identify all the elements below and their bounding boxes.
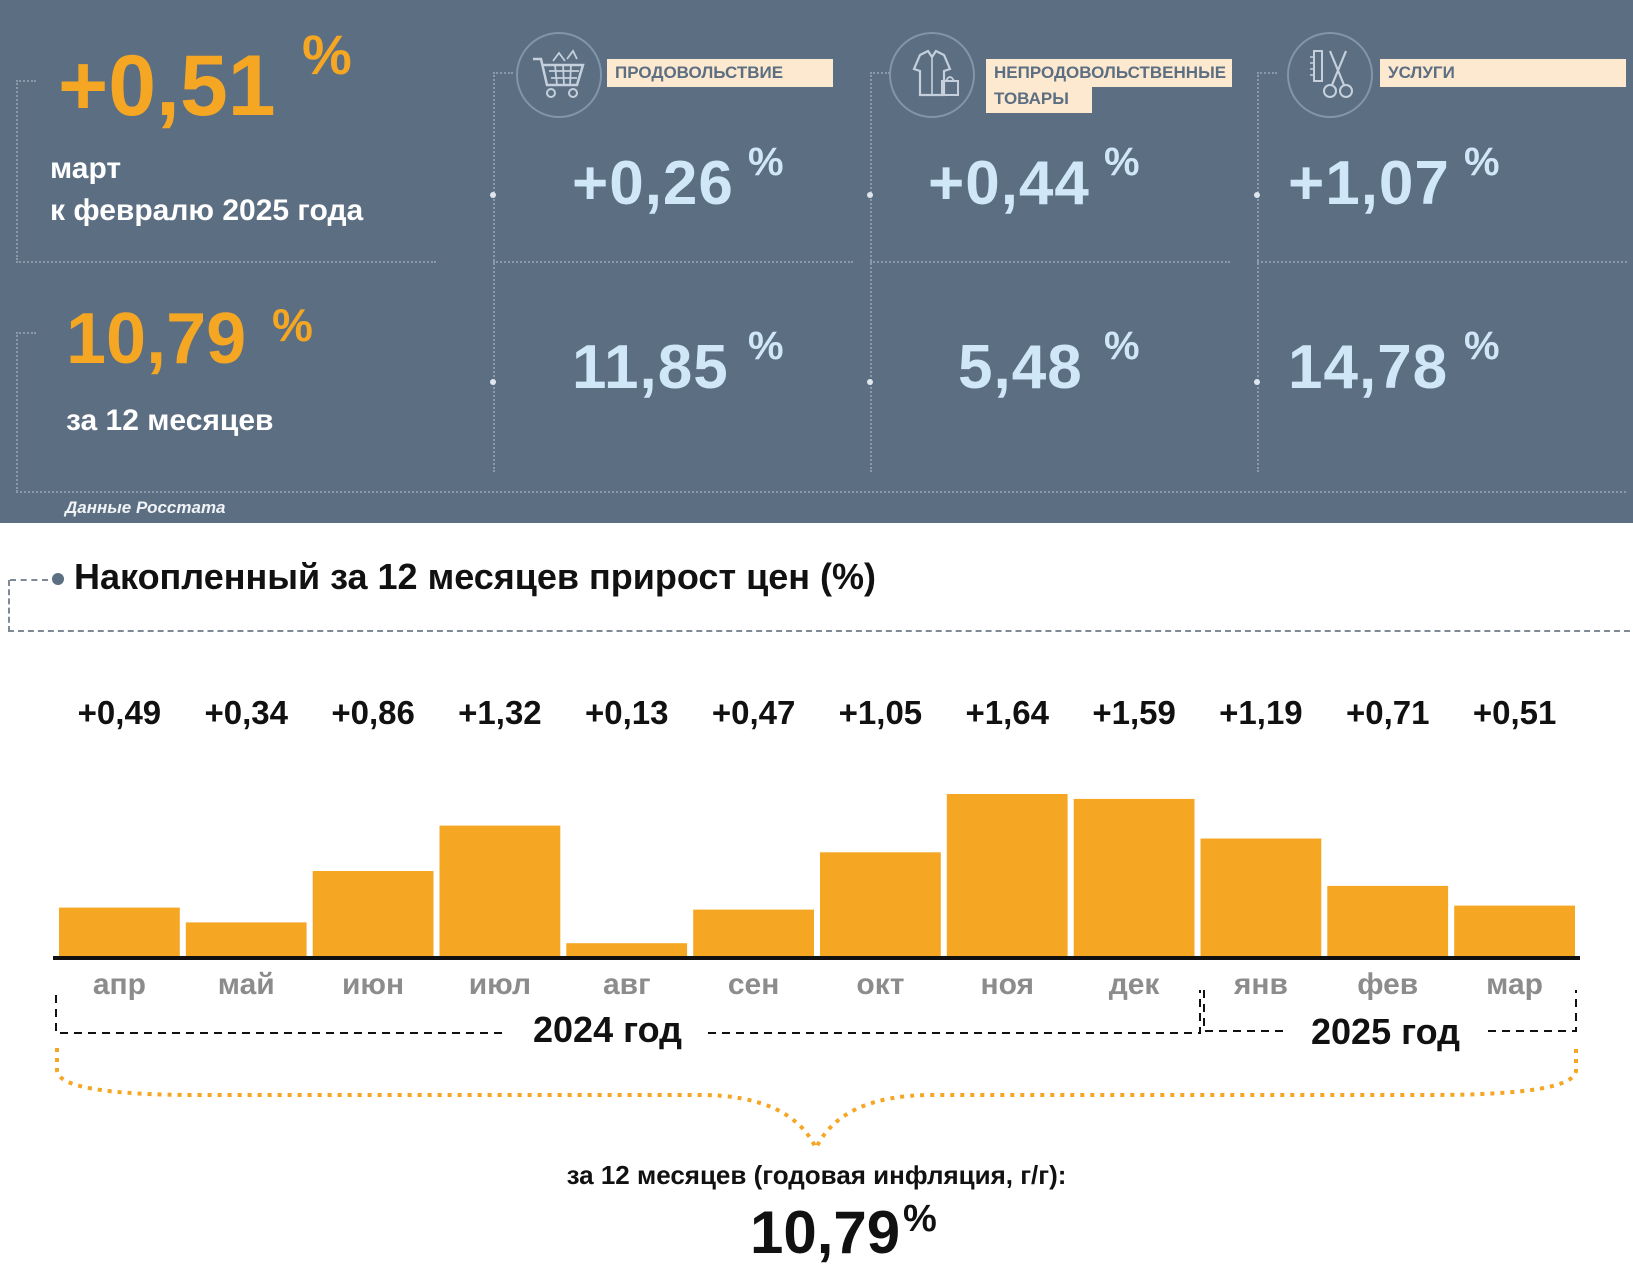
food-monthly-pct: % bbox=[748, 140, 785, 184]
section-title: Накопленный за 12 месяцев прирост цен (%… bbox=[74, 556, 876, 597]
total-caption: за 12 месяцев (годовая инфляция, г/г): bbox=[566, 1160, 1067, 1190]
month-label: фев bbox=[1357, 968, 1419, 1001]
category-label-nonfood-line2: ТОВАРЫ bbox=[986, 85, 1092, 113]
total-value: 10,79 bbox=[750, 1199, 901, 1266]
section-bullet bbox=[52, 573, 64, 585]
bar-value-label: +0,49 bbox=[77, 694, 162, 731]
bar-фев bbox=[1327, 885, 1449, 956]
month-label: май bbox=[217, 968, 275, 1001]
annual-caption: за 12 месяцев bbox=[66, 404, 274, 437]
scissors-comb-icon bbox=[1287, 32, 1373, 118]
services-monthly-pct: % bbox=[1464, 140, 1501, 184]
source-note: Данные Росстата bbox=[65, 498, 226, 517]
bar-июл bbox=[439, 825, 561, 956]
bar-value-label: +1,19 bbox=[1219, 694, 1303, 731]
bar-value-label: +0,51 bbox=[1472, 694, 1557, 731]
annual-inflation-pct: % bbox=[272, 299, 313, 351]
month-label: апр bbox=[92, 968, 146, 1001]
monthly-caption-line2: к февралю 2025 года bbox=[50, 194, 364, 227]
bar-value-label: +0,34 bbox=[204, 694, 289, 731]
month-label: сен bbox=[727, 968, 780, 1001]
bar-value-label: +1,05 bbox=[838, 694, 923, 731]
annual-brace bbox=[55, 1048, 1578, 1153]
monthly-caption-line1: март bbox=[50, 152, 122, 185]
bar-value-label: +0,71 bbox=[1346, 694, 1430, 731]
bar-сен bbox=[693, 909, 814, 956]
month-label: июн bbox=[341, 968, 405, 1001]
month-label: мар bbox=[1486, 968, 1543, 1001]
nonfood-annual-value: 5,48 bbox=[958, 333, 1083, 402]
monthly-inflation-value: +0,51 bbox=[58, 38, 276, 134]
bar-апр bbox=[59, 907, 180, 956]
year-brackets bbox=[55, 990, 1577, 1034]
bar-янв bbox=[1200, 838, 1322, 956]
category-label-nonfood: НЕПРОДОВОЛЬСТВЕННЫЕ bbox=[986, 59, 1232, 87]
services-annual-value: 14,78 bbox=[1288, 333, 1449, 402]
category-label-services: УСЛУГИ bbox=[1380, 59, 1626, 87]
year-label-2025: 2025 год bbox=[1311, 1011, 1460, 1052]
services-annual-pct: % bbox=[1464, 324, 1501, 368]
bar-value-label: +0,13 bbox=[585, 694, 669, 731]
month-label: июл bbox=[468, 968, 532, 1001]
bar-дек bbox=[1073, 798, 1195, 956]
month-label: авг bbox=[602, 968, 651, 1001]
bar-value-label: +1,32 bbox=[458, 694, 542, 731]
month-label: дек bbox=[1108, 968, 1160, 1001]
nonfood-annual-pct: % bbox=[1104, 324, 1141, 368]
section-frame-top bbox=[10, 579, 48, 581]
section-frame bbox=[8, 580, 1630, 632]
bar-ноя bbox=[946, 794, 1068, 956]
food-annual-pct: % bbox=[748, 324, 785, 368]
bar-value-label: +1,59 bbox=[1092, 694, 1176, 731]
month-label: ноя bbox=[980, 968, 1035, 1001]
food-annual-value: 11,85 bbox=[572, 333, 729, 402]
bar-value-label: +1,64 bbox=[965, 694, 1050, 731]
year-label-2024: 2024 год bbox=[533, 1009, 682, 1050]
bar-авг bbox=[566, 943, 688, 956]
bar-июн bbox=[312, 871, 434, 956]
month-label: окт bbox=[856, 968, 905, 1001]
summary-panel: +0,51 % март к февралю 2025 года 10,79 %… bbox=[0, 0, 1633, 523]
bar-май bbox=[185, 922, 307, 956]
clothes-icon bbox=[889, 32, 975, 118]
nonfood-monthly-pct: % bbox=[1104, 140, 1141, 184]
category-label-food: ПРОДОВОЛЬСТВИЕ bbox=[607, 59, 833, 87]
bar-окт bbox=[820, 852, 941, 956]
food-monthly-value: +0,26 bbox=[572, 149, 734, 218]
nonfood-monthly-value: +0,44 bbox=[928, 149, 1090, 218]
annual-inflation-value: 10,79 bbox=[66, 299, 247, 379]
month-label: янв bbox=[1233, 968, 1288, 1001]
shopping-cart-icon bbox=[516, 32, 602, 118]
total-pct: % bbox=[903, 1198, 937, 1240]
bar-value-label: +0,47 bbox=[711, 694, 796, 731]
bar-мар bbox=[1454, 905, 1575, 956]
monthly-inflation-pct: % bbox=[302, 23, 352, 86]
services-monthly-value: +1,07 bbox=[1288, 149, 1450, 218]
bar-value-label: +0,86 bbox=[331, 694, 415, 731]
